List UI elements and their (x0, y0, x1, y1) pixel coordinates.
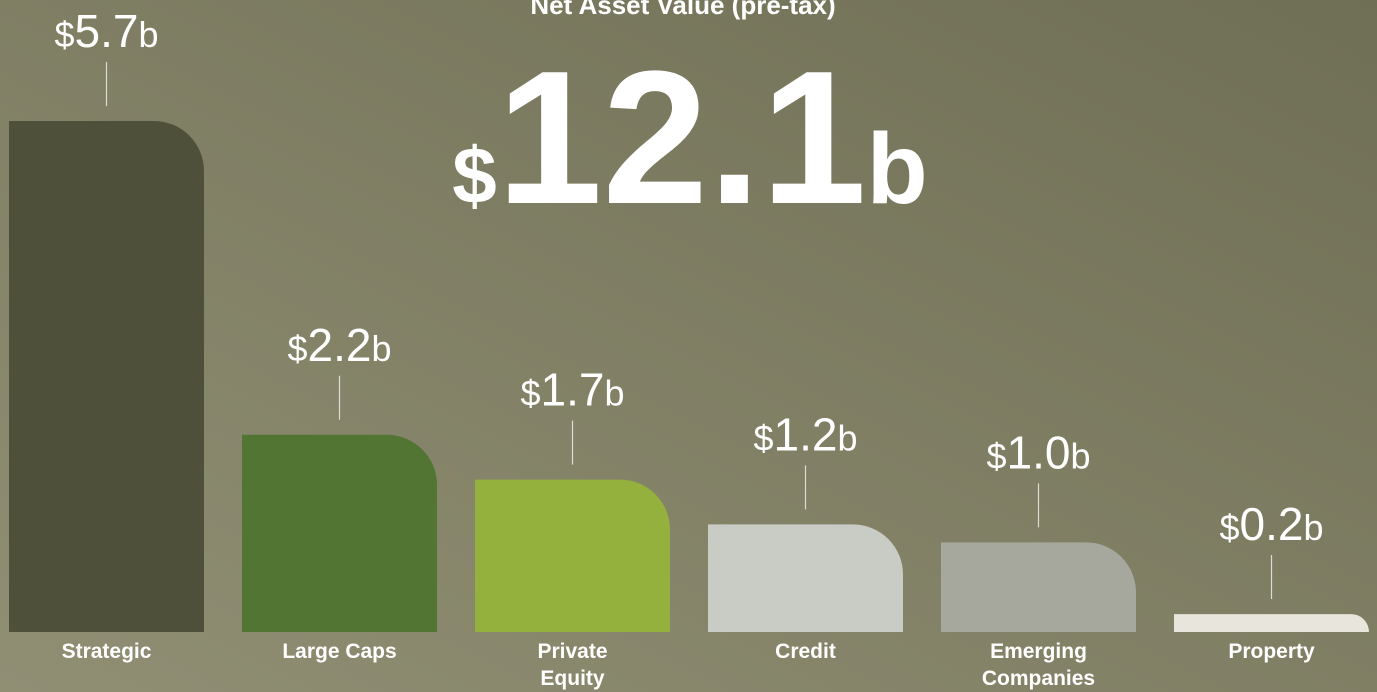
bar (708, 524, 903, 632)
value-label: $5.7b (54, 5, 158, 57)
value-label: $1.2b (753, 408, 857, 460)
total-value: $12.1b (452, 32, 927, 244)
category-label: Property (1228, 640, 1315, 663)
value-label: $1.7b (520, 364, 624, 416)
category-label: Private Equity (537, 640, 608, 690)
category-label: Credit (775, 640, 836, 663)
chart-title: Net Asset Value (pre-tax) (530, 0, 835, 20)
value-label: $2.2b (287, 319, 391, 371)
bar (475, 479, 670, 632)
category-label: Strategic (61, 640, 152, 663)
category-label: Emerging Companies (981, 640, 1096, 690)
bar (1174, 614, 1369, 632)
bar (242, 434, 437, 632)
value-label: $1.0b (986, 426, 1090, 478)
value-label: $0.2b (1219, 498, 1323, 550)
bar (941, 542, 1136, 632)
category-label: Large Caps (282, 640, 397, 663)
bar (9, 121, 204, 632)
